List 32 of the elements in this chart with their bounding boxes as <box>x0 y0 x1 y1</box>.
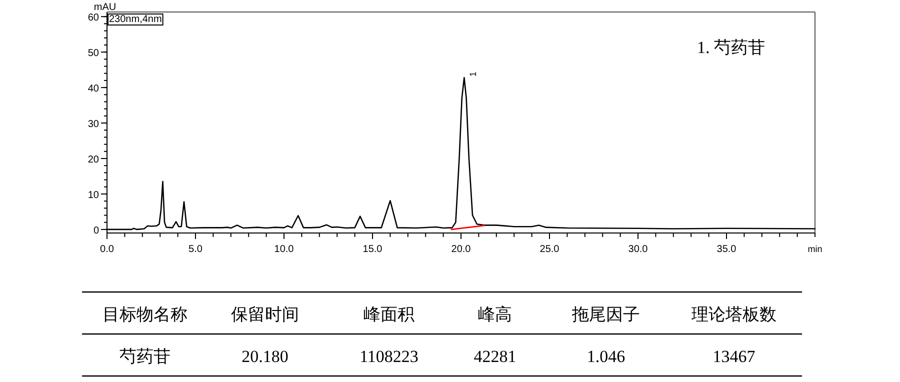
y-tick-label: 0 <box>93 225 100 236</box>
text: 42281 <box>474 347 516 366</box>
x-tick-label: 15.0 <box>362 244 383 255</box>
x-tick-label: 30.0 <box>628 244 648 255</box>
y-tick-label: 10 <box>88 190 100 201</box>
x-axis-title: min <box>808 244 822 254</box>
text: 13467 <box>712 347 756 366</box>
y-axis-title: mAU <box>94 2 116 13</box>
x-tick-label: 5.0 <box>188 244 203 255</box>
text: 保留时间 <box>231 305 299 324</box>
text: 20.180 <box>242 347 288 366</box>
x-tick-label: 20.0 <box>451 244 472 255</box>
y-tick-label: 20 <box>88 154 100 166</box>
y-tick-label: 30 <box>88 119 100 130</box>
text: 理论塔板数 <box>692 305 776 324</box>
y-tick-label: 40 <box>88 84 100 95</box>
text: 1.046 <box>586 347 626 366</box>
x-tick-label: 35.0 <box>716 244 737 255</box>
x-tick-label: 25.0 <box>540 244 560 255</box>
annotation: 230nm,4nm <box>109 14 162 25</box>
text: 峰高 <box>478 305 512 324</box>
text: 峰面积 <box>364 305 414 324</box>
text: 目标物名称 <box>102 305 188 324</box>
y-tick-label: 60 <box>88 12 100 24</box>
annotation: 1 <box>468 72 478 77</box>
annotation: 1. 芍药苷 <box>697 38 765 57</box>
x-tick-label: 0.0 <box>100 244 114 255</box>
text: 芍药苷 <box>120 347 170 366</box>
text: 1108223 <box>360 347 418 366</box>
x-tick-label: 10.0 <box>274 244 294 255</box>
y-tick-label: 50 <box>88 48 100 60</box>
text: 拖尾因子 <box>571 305 640 324</box>
